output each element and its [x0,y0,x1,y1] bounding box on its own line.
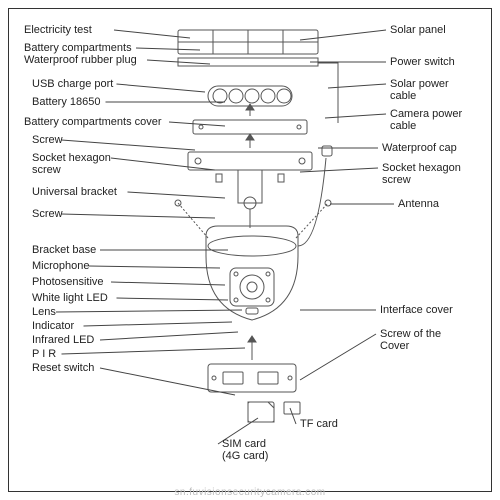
label-infrared_led: Infrared LED [32,334,94,346]
label-waterproof_rubber_plug: Waterproof rubber plug [24,54,137,66]
label-interface_cover: Interface cover [380,304,453,316]
label-power_switch: Power switch [390,56,455,68]
label-screw1: Screw [32,134,63,146]
label-sim_card: SIM card(4G card) [222,438,268,462]
label-microphone: Microphone [32,260,89,272]
label-waterproof_cap: Waterproof cap [382,142,457,154]
label-screw_of_cover: Screw of theCover [380,328,441,352]
label-socket_hex_screw_l: Socket hexagonscrew [32,152,111,176]
label-indicator: Indicator [32,320,74,332]
label-bracket_base: Bracket base [32,244,96,256]
label-battery_compartments_cover: Battery compartments cover [24,116,162,128]
label-usb_charge_port: USB charge port [32,78,113,90]
label-reset_switch: Reset switch [32,362,94,374]
label-white_light_led: White light LED [32,292,108,304]
label-electricity_test: Electricity test [24,24,92,36]
label-solar_panel: Solar panel [390,24,446,36]
label-battery_18650: Battery 18650 [32,96,101,108]
label-pir: P I R [32,348,56,360]
label-antenna: Antenna [398,198,439,210]
watermark: sn.fuvisionsecuritycamera.com [174,487,325,498]
label-universal_bracket: Universal bracket [32,186,117,198]
label-camera_power_cable: Camera powercable [390,108,462,132]
label-solar_power_cable: Solar powercable [390,78,449,102]
label-battery_compartments: Battery compartments [24,42,132,54]
label-lens: Lens [32,306,56,318]
label-socket_hex_screw_r: Socket hexagonscrew [382,162,461,186]
label-photosensitive: Photosensitive [32,276,104,288]
label-tf_card: TF card [300,418,338,430]
label-screw2: Screw [32,208,63,220]
